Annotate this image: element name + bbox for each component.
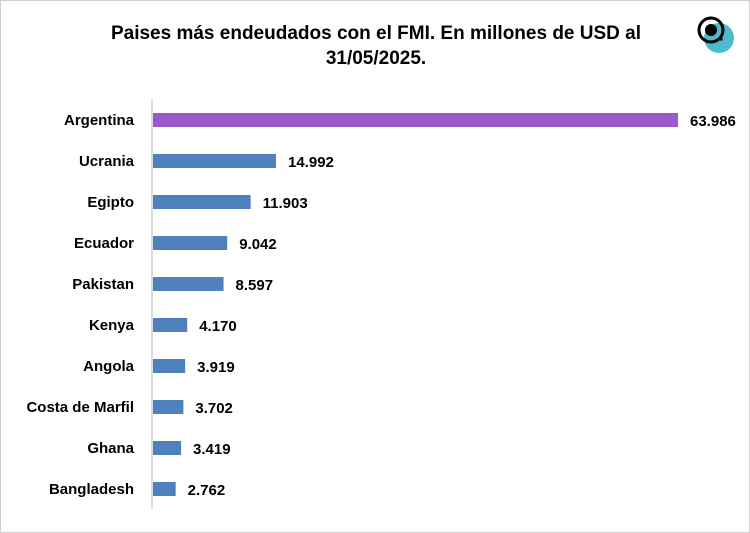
category-label: Angola xyxy=(83,358,134,375)
bar-angola xyxy=(153,359,186,373)
data-label: 11.903 xyxy=(263,195,308,212)
data-label: 9.042 xyxy=(239,236,277,253)
chart-title: Paises más endeudados con el FMI. En mil… xyxy=(110,23,642,69)
bar-kenya xyxy=(153,318,188,332)
data-label: 3.702 xyxy=(195,400,233,417)
bar-ucrania xyxy=(153,154,277,168)
data-label: 8.597 xyxy=(236,277,274,294)
brand-logo-icon xyxy=(697,16,734,53)
category-label: Kenya xyxy=(89,317,135,334)
bar-ecuador xyxy=(153,236,228,250)
category-label: Ecuador xyxy=(74,235,134,252)
category-label: Ghana xyxy=(87,440,134,457)
bar-costa-de-marfil xyxy=(153,400,184,414)
category-label: Egipto xyxy=(87,194,134,211)
data-label: 14.992 xyxy=(288,154,334,171)
bar-egipto xyxy=(153,195,251,209)
data-label: 3.419 xyxy=(193,441,231,458)
bar-pakistan xyxy=(153,277,224,291)
bar-argentina xyxy=(153,113,678,127)
data-label: 4.170 xyxy=(199,318,237,335)
category-label: Pakistan xyxy=(72,276,134,293)
category-label: Ucrania xyxy=(79,153,135,170)
data-label: 2.762 xyxy=(188,482,226,499)
data-label: 63.986 xyxy=(690,113,736,130)
data-label: 3.919 xyxy=(197,359,235,376)
bar-bangladesh xyxy=(153,482,176,496)
bar-ghana xyxy=(153,441,182,455)
category-label: Argentina xyxy=(64,112,135,129)
category-label: Costa de Marfil xyxy=(26,399,134,416)
category-label: Bangladesh xyxy=(49,481,134,498)
